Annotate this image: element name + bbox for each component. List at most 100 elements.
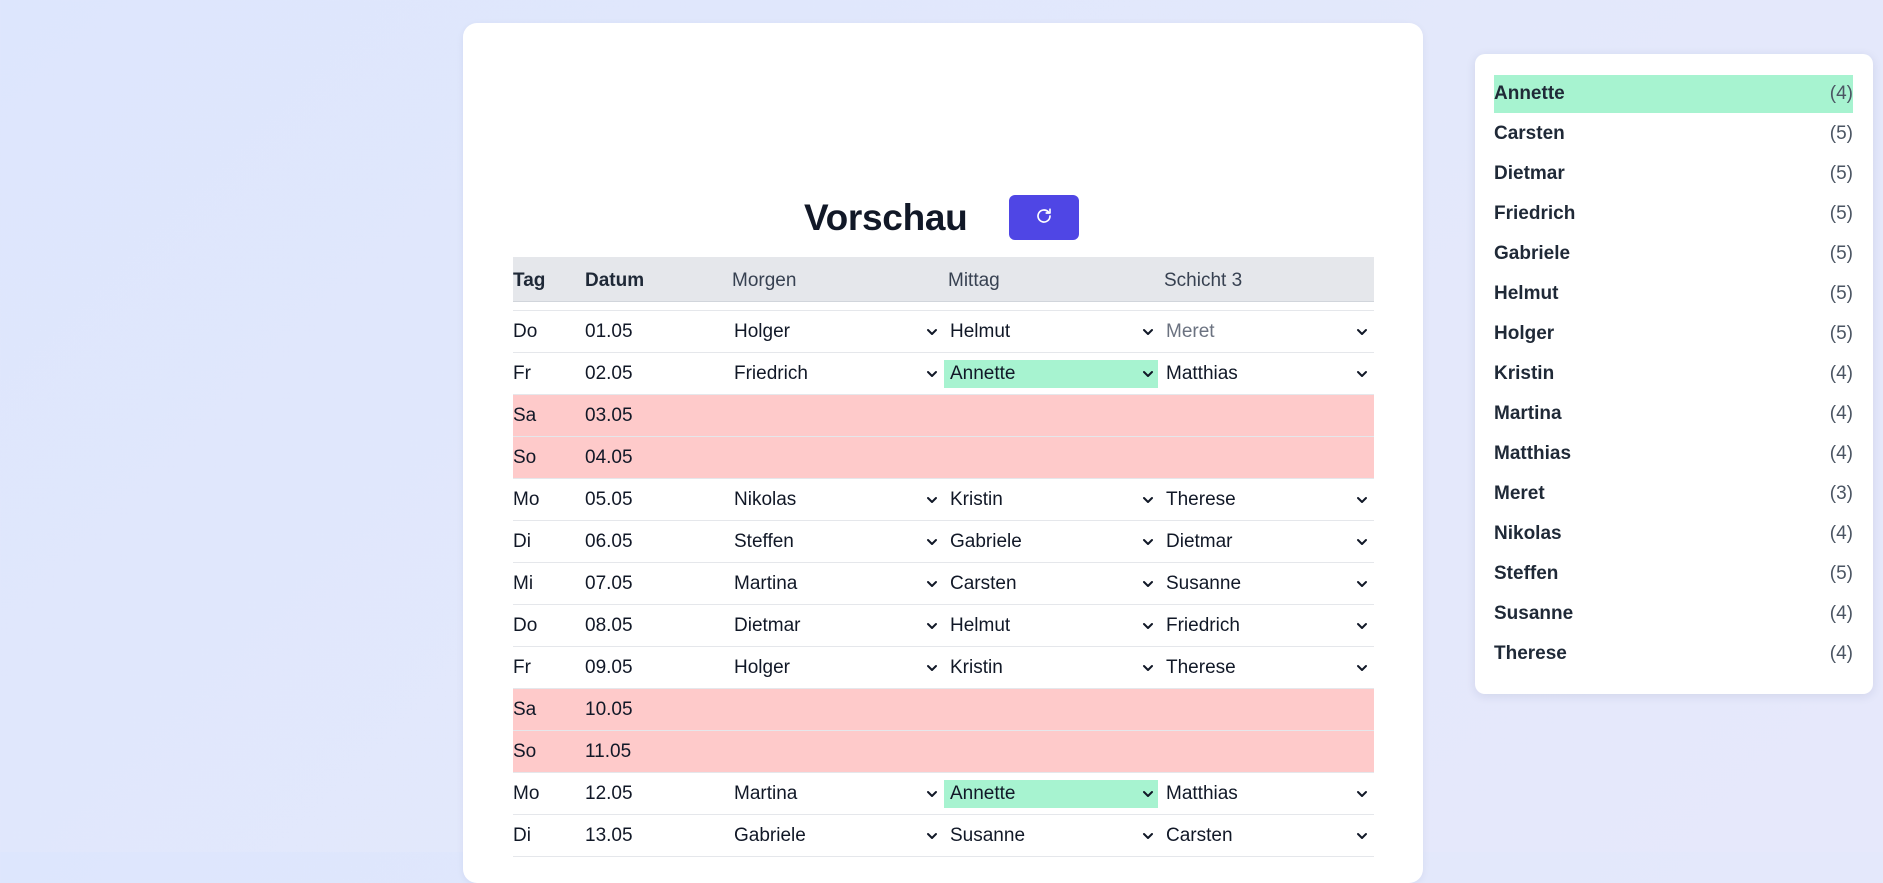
morgen-select[interactable]: Friedrich [728,360,942,388]
table-row: Mi 07.05 Martina Carsten Susanne [513,562,1374,605]
cell-datum: 10.05 [585,688,728,731]
mittag-select[interactable]: Kristin [944,486,1158,514]
schicht3-select[interactable]: Therese [1160,486,1372,514]
cell-mittag: Kristin [944,646,1160,689]
person-name: Meret [1494,483,1545,504]
cell-datum: 04.05 [585,436,728,479]
cell-schicht3: Friedrich [1160,604,1374,647]
morgen-select[interactable]: Holger [728,654,942,682]
chevron-down-icon [1143,622,1153,629]
mittag-select[interactable]: Carsten [944,570,1158,598]
morgen-select[interactable]: Holger [728,318,942,346]
schicht3-select[interactable]: Carsten [1160,822,1372,850]
cell-datum: 03.05 [585,394,728,437]
chevron-down-icon [927,622,937,629]
page-title: Vorschau [804,197,968,238]
refresh-icon [1035,207,1053,228]
cell-schicht3: Susanne [1160,562,1374,605]
person-count-item: Carsten (5) [1494,115,1853,153]
cell-empty [728,688,944,731]
refresh-button[interactable] [1009,195,1079,240]
chevron-down-icon [1143,496,1153,503]
cell-morgen: Steffen [728,520,944,563]
chevron-down-icon [1143,370,1153,377]
select-value: Susanne [1166,572,1242,594]
morgen-select[interactable]: Martina [728,570,942,598]
select-value: Meret [1166,320,1215,342]
cell-morgen: Holger [728,310,944,353]
person-name: Kristin [1494,363,1555,384]
chevron-down-icon [1143,538,1153,545]
cell-empty [944,730,1160,773]
select-value: Therese [1166,656,1236,678]
cell-schicht3: Matthias [1160,772,1374,815]
chevron-down-icon [1357,328,1367,335]
cell-mittag: Kristin [944,478,1160,521]
chevron-down-icon [927,790,937,797]
cell-datum: 02.05 [585,352,728,395]
cell-tag: Di [513,814,585,857]
cell-morgen: Nikolas [728,478,944,521]
schicht3-select[interactable]: Matthias [1160,780,1372,808]
schicht3-select[interactable]: Dietmar [1160,528,1372,556]
schicht3-select[interactable]: Meret [1160,318,1372,346]
person-name: Gabriele [1494,243,1571,264]
person-count-item: Holger (5) [1494,315,1853,353]
mittag-select[interactable]: Susanne [944,822,1158,850]
person-name: Susanne [1494,603,1574,624]
morgen-select[interactable]: Steffen [728,528,942,556]
cell-datum: 06.05 [585,520,728,563]
select-value: Therese [1166,488,1236,510]
person-count: (4) [1829,523,1853,544]
schicht3-select[interactable]: Susanne [1160,570,1372,598]
select-value: Dietmar [734,614,801,636]
person-name: Helmut [1494,283,1559,304]
morgen-select[interactable]: Martina [728,780,942,808]
mittag-select[interactable]: Annette [944,779,1158,808]
column-header-mittag: Mittag [944,257,1160,302]
mittag-select[interactable]: Annette [944,359,1158,388]
column-header-morgen: Morgen [728,257,944,302]
select-value: Kristin [950,656,1003,678]
table-header-row: Tag Datum Morgen Mittag Schicht 3 [513,257,1374,302]
morgen-select[interactable]: Gabriele [728,822,942,850]
chevron-down-icon [927,370,937,377]
cell-mittag: Susanne [944,814,1160,857]
person-name: Martina [1494,403,1562,424]
header-spacer-row [513,301,1374,311]
assignment-count-panel: Annette (4) Carsten (5) Dietmar (5) Friedrich (… [1475,54,1873,694]
person-count: (4) [1829,83,1853,104]
person-count: (4) [1829,443,1853,464]
cell-empty [944,688,1160,731]
person-name: Steffen [1494,563,1559,584]
person-count: (5) [1829,563,1853,584]
morgen-select[interactable]: Dietmar [728,612,942,640]
person-count-item: Friedrich (5) [1494,195,1853,233]
person-count-item: Gabriele (5) [1494,235,1853,273]
table-row-weekend: So 04.05 [513,436,1374,479]
mittag-select[interactable]: Helmut [944,318,1158,346]
select-value: Helmut [950,614,1011,636]
cell-schicht3: Therese [1160,478,1374,521]
cell-tag: Mi [513,562,585,605]
table-row-weekend: So 11.05 [513,730,1374,773]
morgen-select[interactable]: Nikolas [728,486,942,514]
cell-datum: 07.05 [585,562,728,605]
schicht3-select[interactable]: Friedrich [1160,612,1372,640]
person-name: Carsten [1494,123,1565,144]
cell-datum: 12.05 [585,772,728,815]
select-value: Annette [950,362,1016,384]
person-count: (4) [1829,643,1853,664]
mittag-select[interactable]: Helmut [944,612,1158,640]
cell-mittag: Gabriele [944,520,1160,563]
cell-mittag: Helmut [944,310,1160,353]
person-count: (5) [1829,243,1853,264]
cell-tag: Sa [513,688,585,731]
chevron-down-icon [927,664,937,671]
mittag-select[interactable]: Gabriele [944,528,1158,556]
schicht3-select[interactable]: Therese [1160,654,1372,682]
schicht3-select[interactable]: Matthias [1160,360,1372,388]
mittag-select[interactable]: Kristin [944,654,1158,682]
select-value: Dietmar [1166,530,1233,552]
person-count: (4) [1829,403,1853,424]
